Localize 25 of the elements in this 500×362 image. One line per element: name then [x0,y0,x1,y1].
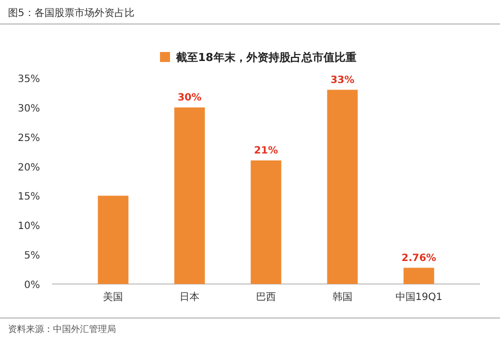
data-label: 33% [330,74,354,86]
x-tick-label: 中国19Q1 [395,291,442,303]
x-tick-label: 日本 [180,291,200,303]
y-tick-label: 5% [24,250,40,262]
data-label: 2.76% [402,252,436,264]
bar [174,107,205,284]
bar [98,196,128,284]
y-tick-label: 20% [18,162,40,174]
y-tick-label: 35% [18,74,40,85]
bar [404,268,434,284]
y-tick-label: 25% [18,132,40,144]
bar [327,90,358,284]
data-label: 21% [254,145,278,156]
y-tick-label: 30% [18,103,40,114]
y-tick-label: 10% [18,221,40,232]
x-tick-label: 韩国 [332,291,352,303]
text: 资料来源：中国外汇管理局 [8,324,116,335]
x-tick-label: 美国 [103,291,124,303]
y-tick-label: 0% [24,280,40,291]
data-label: 30% [178,92,202,104]
legend-label: 截至18年末，外资持股占总市值比重 [175,51,356,64]
y-tick-label: 15% [18,192,40,203]
chart-title: 图5：各国股票市场外资占比 [8,7,134,19]
bar [250,160,282,284]
x-tick-label: 巴西 [256,292,276,303]
